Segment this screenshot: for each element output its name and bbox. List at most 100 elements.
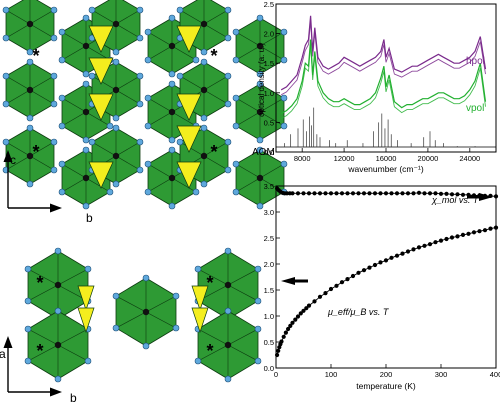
oxygen-atom	[24, 265, 32, 273]
oxygen-atom	[106, 122, 114, 130]
data-point	[449, 235, 455, 240]
oxygen-atom	[176, 72, 184, 80]
octahedron-edge	[259, 163, 285, 179]
axis-arrows-top: c b	[3, 150, 93, 225]
oxygen-atom	[172, 292, 180, 300]
oxygen-atom	[112, 324, 120, 332]
octahedron-edge	[227, 344, 259, 362]
axis-label-c: c	[10, 153, 16, 167]
oxygen-atom	[2, 138, 10, 146]
data-point	[471, 230, 477, 235]
data-point	[394, 191, 400, 196]
oxygen-atom	[256, 146, 264, 154]
data-point	[306, 303, 312, 308]
data-point	[283, 330, 288, 335]
metal-atom	[26, 152, 34, 160]
data-point	[275, 352, 280, 358]
oxygen-atom	[254, 265, 262, 273]
oxygen-atom	[50, 138, 58, 146]
data-point	[378, 260, 383, 265]
spectrum-frame	[275, 3, 497, 153]
y-tick-label: 0.5	[264, 338, 274, 347]
oxygen-atom	[2, 34, 10, 42]
octahedron-edge	[27, 284, 59, 302]
octahedron-edge	[5, 155, 31, 171]
metal-atom	[54, 341, 62, 349]
oxygen-atom	[142, 274, 150, 282]
spectrum-x-ticks: 8000 12000 16000 20000 24000	[294, 148, 480, 163]
tetrahedron-shape	[191, 285, 209, 312]
asterisk-marker: *	[36, 273, 43, 293]
octahedron-edge	[227, 328, 259, 346]
magnetic-frame	[275, 185, 497, 369]
data-point	[317, 294, 323, 299]
oxygen-atom	[280, 28, 288, 36]
octahedron-edge	[203, 23, 229, 39]
oxygen-atom	[136, 72, 144, 80]
octahedron-edge	[259, 45, 285, 61]
octahedron-edge	[203, 89, 229, 105]
magnetic-chart: 0.0 0.5 1.0 1.5 2.0 2.5 3.0 3.5 0 100 200 300 400 t…	[264, 182, 500, 391]
tetrahedron-shape	[88, 57, 114, 85]
metal-atom	[200, 86, 208, 94]
spectrum-x-axis-label: wavenumber (cm⁻¹)	[347, 164, 424, 174]
data-point	[438, 238, 444, 243]
data-point	[276, 348, 281, 353]
oxygen-atom	[200, 124, 208, 132]
tetrahedron-shape	[77, 285, 95, 312]
metal-atom	[82, 108, 90, 116]
metal-atom	[256, 174, 264, 182]
y-tick-label: 1.5	[264, 286, 274, 295]
data-point	[350, 273, 356, 279]
x-tick-label: 400	[490, 370, 500, 379]
oxygen-atom	[144, 160, 152, 168]
metal-atom	[82, 174, 90, 182]
data-point	[361, 268, 367, 273]
data-point	[405, 191, 411, 196]
aom-stick-spectrum	[276, 107, 496, 148]
y-tick-label: 0.0	[264, 364, 274, 373]
metal-atom	[224, 341, 232, 349]
octahedron-edge	[115, 23, 141, 39]
octahedron-edge	[197, 268, 229, 286]
data-point	[328, 286, 334, 292]
oxygen-atom	[144, 28, 152, 36]
y-tick-label: 0.0	[264, 148, 274, 157]
octahedron-edge	[115, 155, 141, 171]
data-point	[477, 229, 482, 234]
asterisk-marker: *	[210, 46, 217, 66]
oxygen-atom	[232, 188, 240, 196]
oxygen-atom	[26, 114, 34, 122]
series-line-vpol	[280, 39, 487, 115]
oxygen-atom	[280, 56, 288, 64]
data-point	[372, 262, 378, 268]
y-tick-label: 1.0	[264, 89, 274, 98]
data-point	[306, 191, 312, 196]
octahedron-edge	[203, 155, 229, 171]
mu-arrow-icon	[281, 277, 295, 285]
oxygen-atom	[256, 70, 264, 78]
oxygen-atom	[280, 160, 288, 168]
mu-annotation: μ_eff/μ_B vs. T	[327, 307, 390, 317]
x-tick-label: 16000	[376, 154, 397, 163]
octahedron-edge	[91, 141, 117, 157]
octahedron-edge	[29, 75, 55, 91]
octahedron-edge	[61, 163, 87, 179]
oxygen-atom	[194, 357, 202, 365]
oxygen-atom	[224, 100, 232, 108]
octahedron-edge	[203, 9, 229, 25]
data-point	[444, 236, 449, 242]
data-point	[460, 192, 466, 197]
magnetic-series	[275, 186, 499, 358]
data-point	[416, 190, 422, 195]
asterisk-marker: *	[32, 46, 39, 66]
data-point	[345, 191, 350, 196]
chi-arrow-icon	[479, 193, 493, 201]
octahedron-edge	[61, 45, 87, 61]
tetrahedron-shape	[88, 161, 114, 189]
octahedron-edge	[147, 177, 173, 193]
series-line-vpol-2	[280, 44, 486, 119]
data-point	[438, 191, 444, 196]
oxygen-atom	[168, 136, 176, 144]
